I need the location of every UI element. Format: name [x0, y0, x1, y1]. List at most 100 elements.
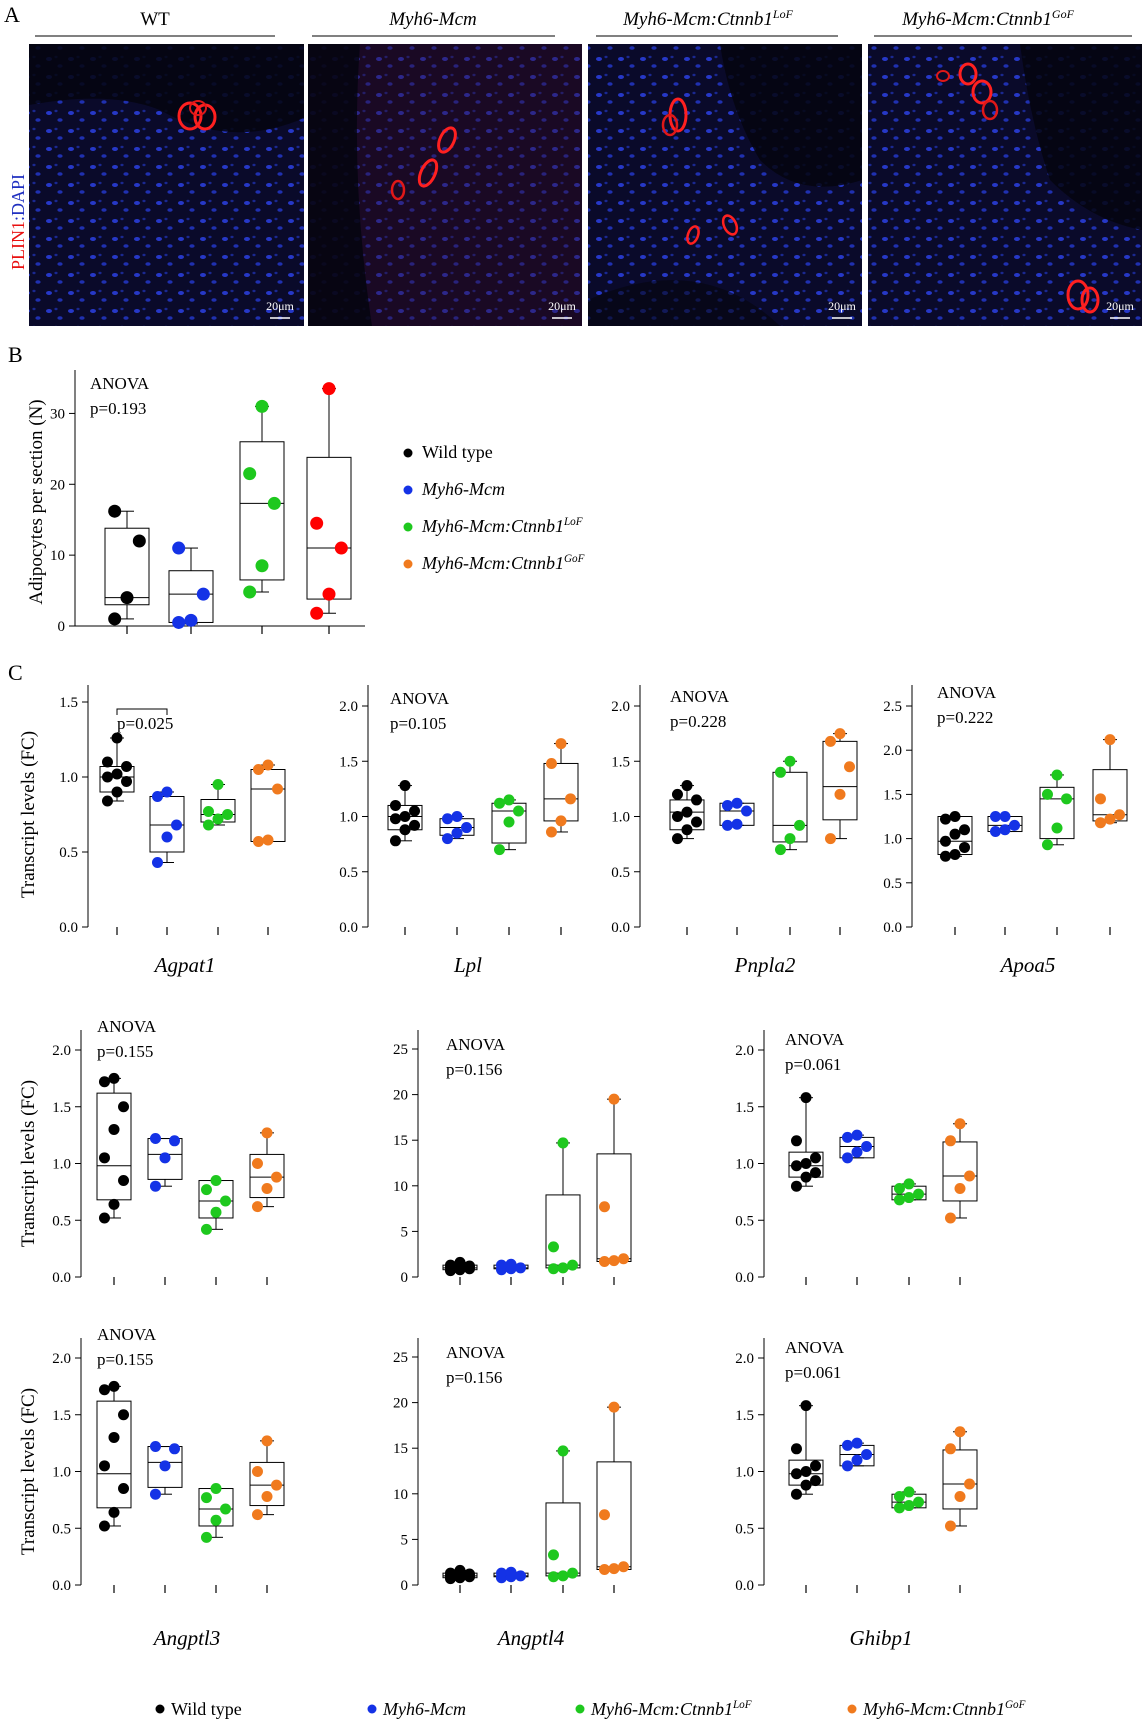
data-point [790, 1488, 802, 1500]
stat-annotation: ANOVA [446, 1035, 506, 1054]
data-point [774, 766, 786, 778]
data-point [505, 1566, 517, 1578]
y-tick-label: 1.0 [611, 810, 630, 826]
y-tick-label: 5 [401, 1224, 409, 1240]
data-point [800, 1171, 812, 1183]
stat-annotation: ANOVA [90, 374, 150, 393]
data-point [210, 1206, 222, 1218]
data-point [196, 587, 210, 601]
y-tick-label: 1.5 [52, 1100, 71, 1116]
legend-bottom-label: Myh6-Mcm:Ctnnb1GoF [862, 1699, 1026, 1719]
data-point [1094, 793, 1106, 805]
data-point [851, 1129, 863, 1141]
data-point [267, 496, 281, 510]
data-point [243, 585, 257, 599]
data-point [545, 757, 557, 769]
data-point [731, 818, 743, 830]
data-point [608, 1563, 620, 1575]
box-group [168, 541, 214, 629]
svg-text:Myh6-Mcm: Myh6-Mcm [388, 9, 477, 30]
data-point [949, 811, 961, 822]
y-tick-label: 1.5 [735, 1408, 754, 1424]
data-point [169, 1135, 181, 1147]
legend-b-marker [403, 485, 413, 495]
data-point [691, 794, 703, 806]
box-group [788, 1400, 824, 1500]
data-point [409, 805, 421, 817]
y-axis-label: Transcript levels (FC) [18, 1080, 39, 1247]
data-point [721, 819, 733, 831]
data-point [310, 606, 324, 620]
data-point [800, 1479, 812, 1491]
data-point [121, 776, 133, 787]
box [249, 1153, 285, 1199]
data-point [98, 1384, 110, 1396]
data-point [547, 1263, 559, 1275]
data-point [800, 1092, 812, 1104]
box-group [942, 1118, 978, 1224]
data-point [944, 1443, 956, 1455]
stat-annotation: ANOVA [670, 687, 730, 706]
data-point [545, 826, 557, 838]
box-group [306, 382, 352, 620]
data-point [108, 1123, 120, 1135]
y-tick-label: 2.0 [52, 1043, 71, 1059]
data-point [251, 1466, 263, 1477]
data-point [399, 824, 411, 836]
box-group [198, 1175, 234, 1235]
significance-bracket [116, 708, 168, 715]
data-point [255, 559, 269, 573]
y-tick-label: 15 [393, 1133, 408, 1149]
data-point [834, 788, 846, 800]
data-point [989, 826, 1001, 838]
data-point [671, 833, 683, 845]
y-tick-label: 2.0 [611, 699, 630, 715]
data-point [251, 1158, 263, 1169]
data-point [149, 1180, 161, 1192]
legend-b: Wild type Myh6-Mcm Myh6-Mcm:Ctnnb1LoF Myh6-… [403, 442, 585, 573]
legend-bottom-label: Myh6-Mcm:Ctnnb1LoF [590, 1699, 752, 1719]
data-point [944, 1135, 956, 1147]
data-point [903, 1500, 915, 1512]
y-tick-label: 1.0 [735, 1465, 754, 1481]
box-group [719, 797, 755, 831]
data-point [202, 819, 214, 831]
data-point [547, 1241, 559, 1253]
data-point [210, 1483, 222, 1495]
data-point [954, 1182, 966, 1194]
panel-b-letter: B [8, 342, 23, 367]
data-point [790, 1135, 802, 1147]
box-group [250, 759, 286, 847]
data-point [389, 835, 401, 847]
box-group [596, 1401, 632, 1575]
box-group [839, 1437, 875, 1472]
box-group [249, 1127, 285, 1213]
y-tick-label: 1.0 [883, 832, 902, 848]
data-point [220, 1195, 232, 1207]
data-point [149, 1133, 161, 1145]
gene-label: Angptl4 [496, 1626, 565, 1650]
y-tick-label: 0.5 [735, 1521, 754, 1537]
data-point [515, 1570, 527, 1582]
data-point [108, 1431, 120, 1443]
y-tick-label: 0.0 [52, 1270, 71, 1286]
data-point [111, 786, 123, 798]
box-group [493, 1258, 529, 1276]
data-point [608, 1093, 620, 1105]
data-point [547, 1571, 559, 1583]
y-tick-label: 2.0 [883, 743, 902, 759]
y-tick-label: 25 [393, 1350, 408, 1366]
y-tick-label: 1.0 [52, 1465, 71, 1481]
legend-bottom-marker [155, 1704, 165, 1714]
stat-annotation: p=0.025 [117, 714, 173, 733]
stat-annotation: ANOVA [937, 683, 997, 702]
data-point [464, 1260, 476, 1272]
box-group [669, 780, 705, 845]
box-group [104, 504, 150, 626]
stat-annotation: ANOVA [446, 1343, 506, 1362]
stat-annotation: p=0.155 [97, 1350, 153, 1369]
data-point [495, 1567, 507, 1579]
y-tick-label: 10 [393, 1487, 408, 1503]
data-point [454, 1564, 466, 1576]
